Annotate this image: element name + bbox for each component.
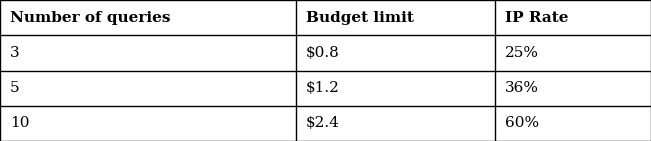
Text: $0.8: $0.8 bbox=[306, 46, 340, 60]
Text: IP Rate: IP Rate bbox=[505, 11, 568, 25]
Text: $2.4: $2.4 bbox=[306, 116, 340, 130]
Text: 10: 10 bbox=[10, 116, 29, 130]
Text: 25%: 25% bbox=[505, 46, 538, 60]
Text: 60%: 60% bbox=[505, 116, 538, 130]
Text: 3: 3 bbox=[10, 46, 20, 60]
Text: 36%: 36% bbox=[505, 81, 538, 95]
Text: $1.2: $1.2 bbox=[306, 81, 340, 95]
Text: Budget limit: Budget limit bbox=[306, 11, 414, 25]
Text: Number of queries: Number of queries bbox=[10, 11, 171, 25]
Text: 5: 5 bbox=[10, 81, 20, 95]
